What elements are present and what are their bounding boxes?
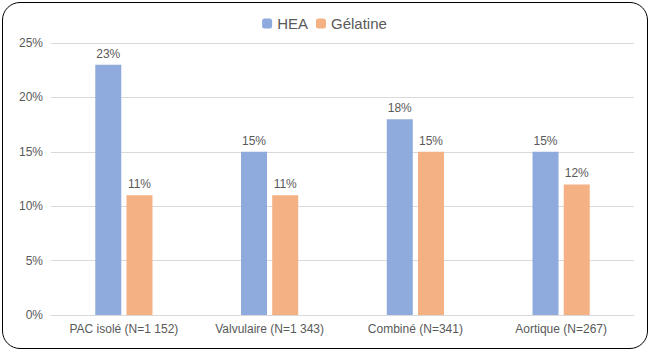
svg-text:Valvulaire (N=1 343): Valvulaire (N=1 343)	[215, 322, 324, 336]
svg-text:15%: 15%	[19, 145, 43, 159]
svg-text:10%: 10%	[19, 199, 43, 213]
svg-text:23%: 23%	[96, 47, 120, 61]
svg-text:HEA: HEA	[277, 15, 308, 32]
svg-text:11%: 11%	[128, 177, 151, 191]
svg-text:0%: 0%	[26, 308, 44, 322]
svg-text:5%: 5%	[26, 254, 44, 268]
svg-text:12%: 12%	[565, 166, 589, 180]
svg-text:Combiné (N=341): Combiné (N=341)	[368, 322, 463, 336]
svg-text:25%: 25%	[19, 36, 43, 50]
svg-text:Aortique (N=267): Aortique (N=267)	[515, 322, 607, 336]
svg-text:15%: 15%	[419, 134, 443, 148]
svg-text:20%: 20%	[19, 90, 43, 104]
svg-text:11%: 11%	[274, 177, 297, 191]
svg-text:15%: 15%	[242, 134, 266, 148]
svg-text:Gélatine: Gélatine	[331, 15, 387, 32]
svg-text:15%: 15%	[534, 134, 558, 148]
svg-text:PAC isolé (N=1 152): PAC isolé (N=1 152)	[69, 322, 178, 336]
svg-text:18%: 18%	[388, 101, 412, 115]
